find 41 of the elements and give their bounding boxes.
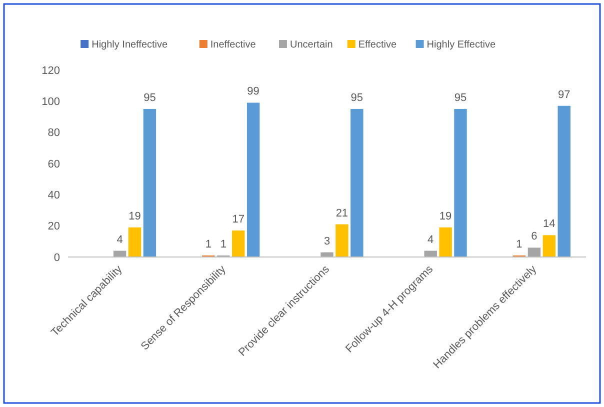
- bar: [246, 102, 260, 257]
- data-label: 1: [220, 238, 226, 250]
- data-label: 4: [428, 234, 434, 246]
- data-label: 95: [454, 92, 467, 104]
- y-tick-label: 60: [48, 158, 60, 170]
- legend-label: Uncertain: [290, 40, 333, 50]
- data-label: 3: [324, 235, 330, 248]
- y-tick-label: 40: [48, 190, 60, 202]
- bar: [350, 108, 364, 257]
- legend-label: Effective: [358, 40, 398, 50]
- legend-label: Ineffective: [210, 40, 256, 50]
- legend-label: Highly Effective: [426, 40, 496, 50]
- bar: [454, 108, 467, 257]
- bar: [542, 235, 556, 257]
- data-label: 99: [247, 86, 260, 98]
- data-label: 97: [558, 88, 570, 101]
- data-label: 14: [543, 218, 556, 230]
- data-label: 95: [350, 92, 364, 104]
- bar: [232, 230, 245, 257]
- y-tick-label: 120: [42, 64, 60, 77]
- y-tick-label: 100: [42, 96, 60, 108]
- data-label: 19: [439, 210, 452, 222]
- bar: [143, 108, 156, 257]
- data-label: 17: [232, 214, 244, 226]
- bar: [558, 106, 570, 257]
- data-label: 6: [531, 230, 538, 243]
- data-label: 4: [116, 234, 123, 246]
- bar: [424, 250, 437, 257]
- legend-label: Highly Ineffective: [92, 40, 168, 50]
- data-label: 19: [128, 210, 141, 222]
- bar: [528, 248, 541, 257]
- bar: [128, 227, 142, 257]
- data-label: 1: [205, 238, 212, 250]
- y-tick-label: 0: [54, 252, 60, 264]
- bar: [336, 224, 348, 257]
- y-tick-label: 80: [48, 127, 60, 140]
- bar: [439, 227, 452, 257]
- data-label: 1: [516, 238, 522, 250]
- y-tick-label: 20: [48, 220, 60, 233]
- data-label: 95: [144, 92, 156, 104]
- data-label: 21: [336, 207, 348, 220]
